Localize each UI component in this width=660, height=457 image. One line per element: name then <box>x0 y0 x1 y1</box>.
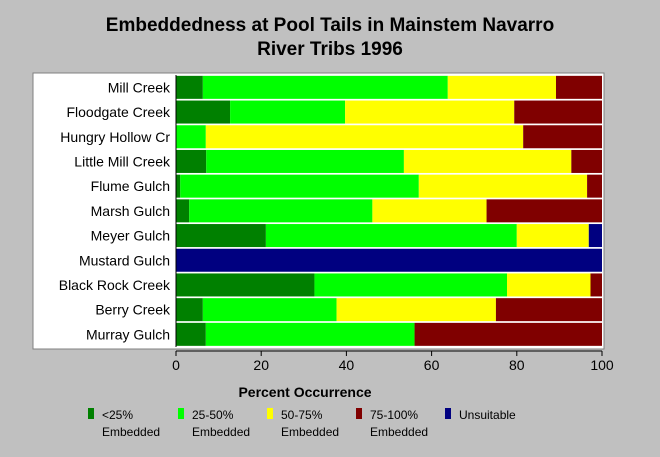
x-tick-label: 0 <box>172 357 180 373</box>
bar-segment <box>176 248 602 272</box>
legend-swatch <box>267 408 273 419</box>
x-axis-label: Percent Occurrence <box>238 384 371 400</box>
bar-segment <box>265 224 517 248</box>
bar-segment <box>205 125 524 149</box>
bar-segment <box>372 199 487 223</box>
legend-swatch <box>445 408 451 419</box>
bar-segment <box>189 199 373 223</box>
bar-segment <box>336 298 496 322</box>
legend-label: Unsuitable <box>459 408 516 422</box>
x-tick-label: 100 <box>590 357 614 373</box>
bar-segment <box>345 100 515 124</box>
bar-segment <box>202 75 448 99</box>
category-label: Hungry Hollow Cr <box>60 129 170 145</box>
category-label: Murray Gulch <box>86 326 170 342</box>
legend-label: Embedded <box>192 425 250 439</box>
category-label: Little Mill Creek <box>74 153 171 169</box>
legend-label: 25-50% <box>192 408 234 422</box>
bar-segment <box>230 100 346 124</box>
category-labels: Mill Creek Floodgate Creek Hungry Hollow C… <box>59 79 171 342</box>
bar-segment <box>176 298 203 322</box>
category-label: Flume Gulch <box>91 178 170 194</box>
bar-segment <box>176 224 266 248</box>
legend-label: <25% <box>102 408 133 422</box>
chart-title-line-2: River Tribs 1996 <box>257 39 403 60</box>
x-tick-label: 40 <box>339 357 355 373</box>
category-label: Mustard Gulch <box>79 252 170 268</box>
bar-segment <box>587 174 602 198</box>
x-tick-label: 80 <box>509 357 525 373</box>
x-axis: 0 20 40 60 80 100 <box>172 350 614 373</box>
bar-segment <box>176 75 203 99</box>
bar-segment <box>176 149 207 173</box>
bars <box>176 75 602 346</box>
category-label: Marsh Gulch <box>91 203 170 219</box>
legend-label: Embedded <box>370 425 428 439</box>
bar-segment <box>590 273 602 297</box>
legend: <25% Embedded 25-50% Embedded 50-75% Embedded… <box>88 408 516 439</box>
legend-label: Embedded <box>281 425 339 439</box>
bar-segment <box>206 149 404 173</box>
bar-segment <box>588 224 602 248</box>
bar-segment <box>176 125 206 149</box>
bar-segment <box>176 199 190 223</box>
category-label: Floodgate Creek <box>66 104 171 120</box>
legend-label: Embedded <box>102 425 160 439</box>
legend-label: 75-100% <box>370 408 418 422</box>
category-label: Black Rock Creek <box>59 277 171 293</box>
bar-segment <box>507 273 591 297</box>
legend-swatch <box>88 408 94 419</box>
bar-segment <box>516 224 589 248</box>
bar-segment <box>202 298 337 322</box>
bar-segment <box>176 273 315 297</box>
bar-segment <box>495 298 602 322</box>
bar-segment <box>418 174 588 198</box>
bar-segment <box>555 75 602 99</box>
bar-segment <box>180 174 419 198</box>
bar-segment <box>176 174 181 198</box>
chart-title-line-1: Embeddedness at Pool Tails in Mainstem N… <box>106 15 554 36</box>
bar-segment <box>523 125 602 149</box>
x-tick-label: 20 <box>253 357 269 373</box>
bar-segment <box>205 322 415 346</box>
bar-segment <box>403 149 572 173</box>
bar-segment <box>314 273 508 297</box>
legend-swatch <box>178 408 184 419</box>
bar-segment <box>176 100 231 124</box>
bar-segment <box>514 100 602 124</box>
bar-segment <box>486 199 602 223</box>
x-tick-label: 60 <box>424 357 440 373</box>
bar-segment <box>447 75 556 99</box>
category-label: Meyer Gulch <box>91 228 170 244</box>
legend-swatch <box>356 408 362 419</box>
category-label: Berry Creek <box>95 302 171 318</box>
bar-segment <box>176 322 206 346</box>
bar-segment <box>571 149 602 173</box>
legend-label: 50-75% <box>281 408 323 422</box>
category-label: Mill Creek <box>108 79 171 95</box>
bar-segment <box>414 322 602 346</box>
